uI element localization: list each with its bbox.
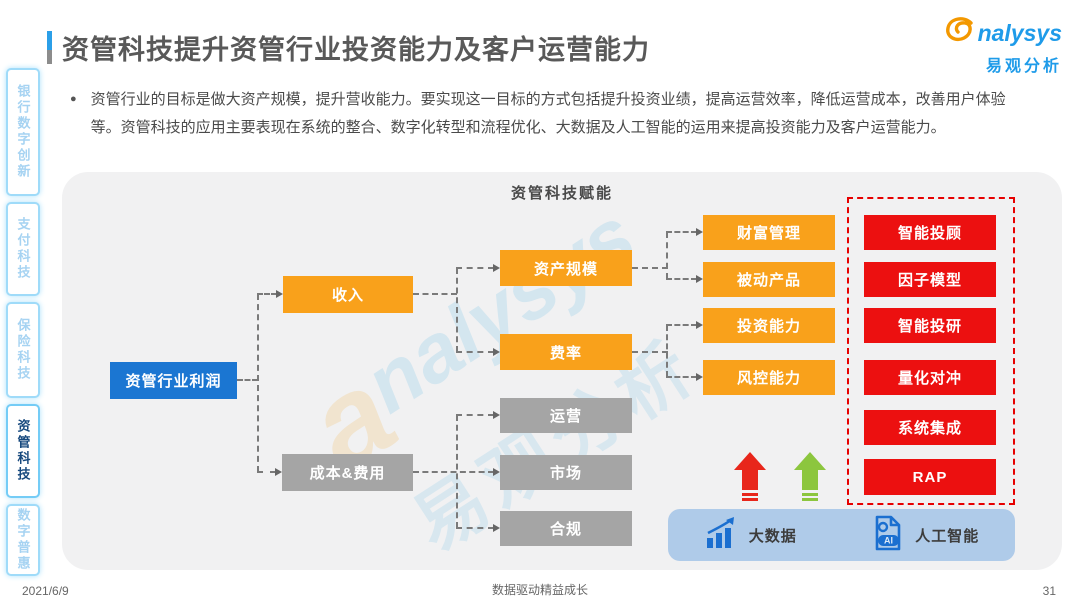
enabler-ai: AI 人工智能 [868, 514, 979, 557]
logo-brand-cn: 易观分析 [985, 58, 1062, 75]
tech-smart-research: 智能投研 [864, 308, 996, 343]
summary-bullet: ● 资管行业的目标是做大资产规模，提升营收能力。要实现这一目标的方式包括提升投资… [70, 86, 1015, 142]
tech-robo-advisor: 智能投顾 [864, 215, 996, 250]
connector-line [666, 325, 668, 377]
connector-line [456, 527, 494, 529]
arrowhead [493, 468, 500, 476]
node-risk-control: 风控能力 [703, 360, 835, 395]
title-accent-bar [47, 31, 52, 64]
analysys-swirl-icon [944, 16, 978, 51]
tech-quant-hedging: 量化对冲 [864, 360, 996, 395]
diagram-title: 资管科技赋能 [510, 185, 613, 202]
tech-column-dashed-frame: 智能投顾 因子模型 智能投研 量化对冲 系统集成 RAP [847, 197, 1015, 505]
arrowhead [276, 290, 283, 298]
tech-rap: RAP [864, 459, 996, 495]
arrowhead [493, 348, 500, 356]
arrowhead [493, 524, 500, 532]
analysys-logo: nalysys 易观分析 [944, 16, 1062, 76]
connector-line [456, 267, 494, 269]
bullet-icon: ● [70, 93, 77, 105]
enabler-big-data: 大数据 [704, 515, 797, 556]
node-asset-scale: 资产规模 [500, 250, 632, 286]
connector-line [666, 376, 697, 378]
connector-line [666, 278, 697, 280]
sidebar-tab-digital-inclusion[interactable]: 数字普惠 [6, 504, 40, 576]
connector-line [456, 415, 458, 528]
connector-line [257, 293, 277, 295]
connector-line [666, 231, 697, 233]
sidebar-tab-insurance-tech[interactable]: 保险科技 [6, 302, 40, 398]
arrowhead [493, 264, 500, 272]
sidebar-tab-banking-digital[interactable]: 银行数字创新 [6, 68, 40, 196]
connector-line [666, 324, 697, 326]
tech-system-integration: 系统集成 [864, 410, 996, 445]
up-arrow-red-icon [734, 452, 766, 507]
connector-line [666, 232, 668, 279]
connector-line [456, 414, 494, 416]
connector-line [456, 351, 494, 353]
summary-text: 资管行业的目标是做大资产规模，提升营收能力。要实现这一目标的方式包括提升投资业绩… [90, 91, 1006, 136]
node-operations: 运营 [500, 398, 632, 433]
arrowhead [696, 321, 703, 329]
page-title: 资管科技提升资管行业投资能力及客户运营能力 [62, 35, 650, 65]
sidebar-tab-payment-tech[interactable]: 支付科技 [6, 202, 40, 296]
connector-line [237, 379, 258, 381]
node-invest-ability: 投资能力 [703, 308, 835, 343]
arrowhead [696, 228, 703, 236]
connector-line [456, 268, 458, 352]
ai-document-icon: AI [868, 514, 906, 557]
connector-line [632, 267, 668, 269]
connector-line [413, 471, 494, 473]
arrowhead [493, 411, 500, 419]
logo-brand-latin: nalysys [977, 20, 1062, 46]
node-fee-rate: 费率 [500, 334, 632, 370]
sidebar-tab-asset-mgmt-tech[interactable]: 资管科技 [6, 404, 40, 498]
connector-line [257, 471, 276, 473]
up-arrow-green-icon [794, 452, 826, 507]
node-compliance: 合规 [500, 511, 632, 546]
arrowhead [696, 373, 703, 381]
footer-page-number: 31 [1042, 584, 1056, 598]
node-industry-profit: 资管行业利润 [110, 362, 237, 399]
node-market: 市场 [500, 455, 632, 490]
connector-line [257, 294, 259, 472]
tech-factor-model: 因子模型 [864, 262, 996, 297]
ai-badge: AI [884, 535, 893, 545]
enabler-label: 人工智能 [915, 527, 980, 545]
node-cost-expense: 成本&费用 [282, 454, 413, 491]
big-data-chart-icon [704, 515, 740, 556]
footer-date: 2021/6/9 [22, 584, 69, 598]
connector-line [413, 293, 457, 295]
node-wealth-management: 财富管理 [703, 215, 835, 250]
enabler-bar: 大数据 AI 人工智能 [668, 509, 1015, 561]
node-passive-products: 被动产品 [703, 262, 835, 297]
connector-line [632, 351, 668, 353]
arrowhead [275, 468, 282, 476]
arrowhead [696, 275, 703, 283]
node-income: 收入 [283, 276, 413, 313]
enabler-label: 大数据 [748, 527, 797, 545]
footer-slogan: 数据驱动精益成长 [491, 583, 588, 597]
